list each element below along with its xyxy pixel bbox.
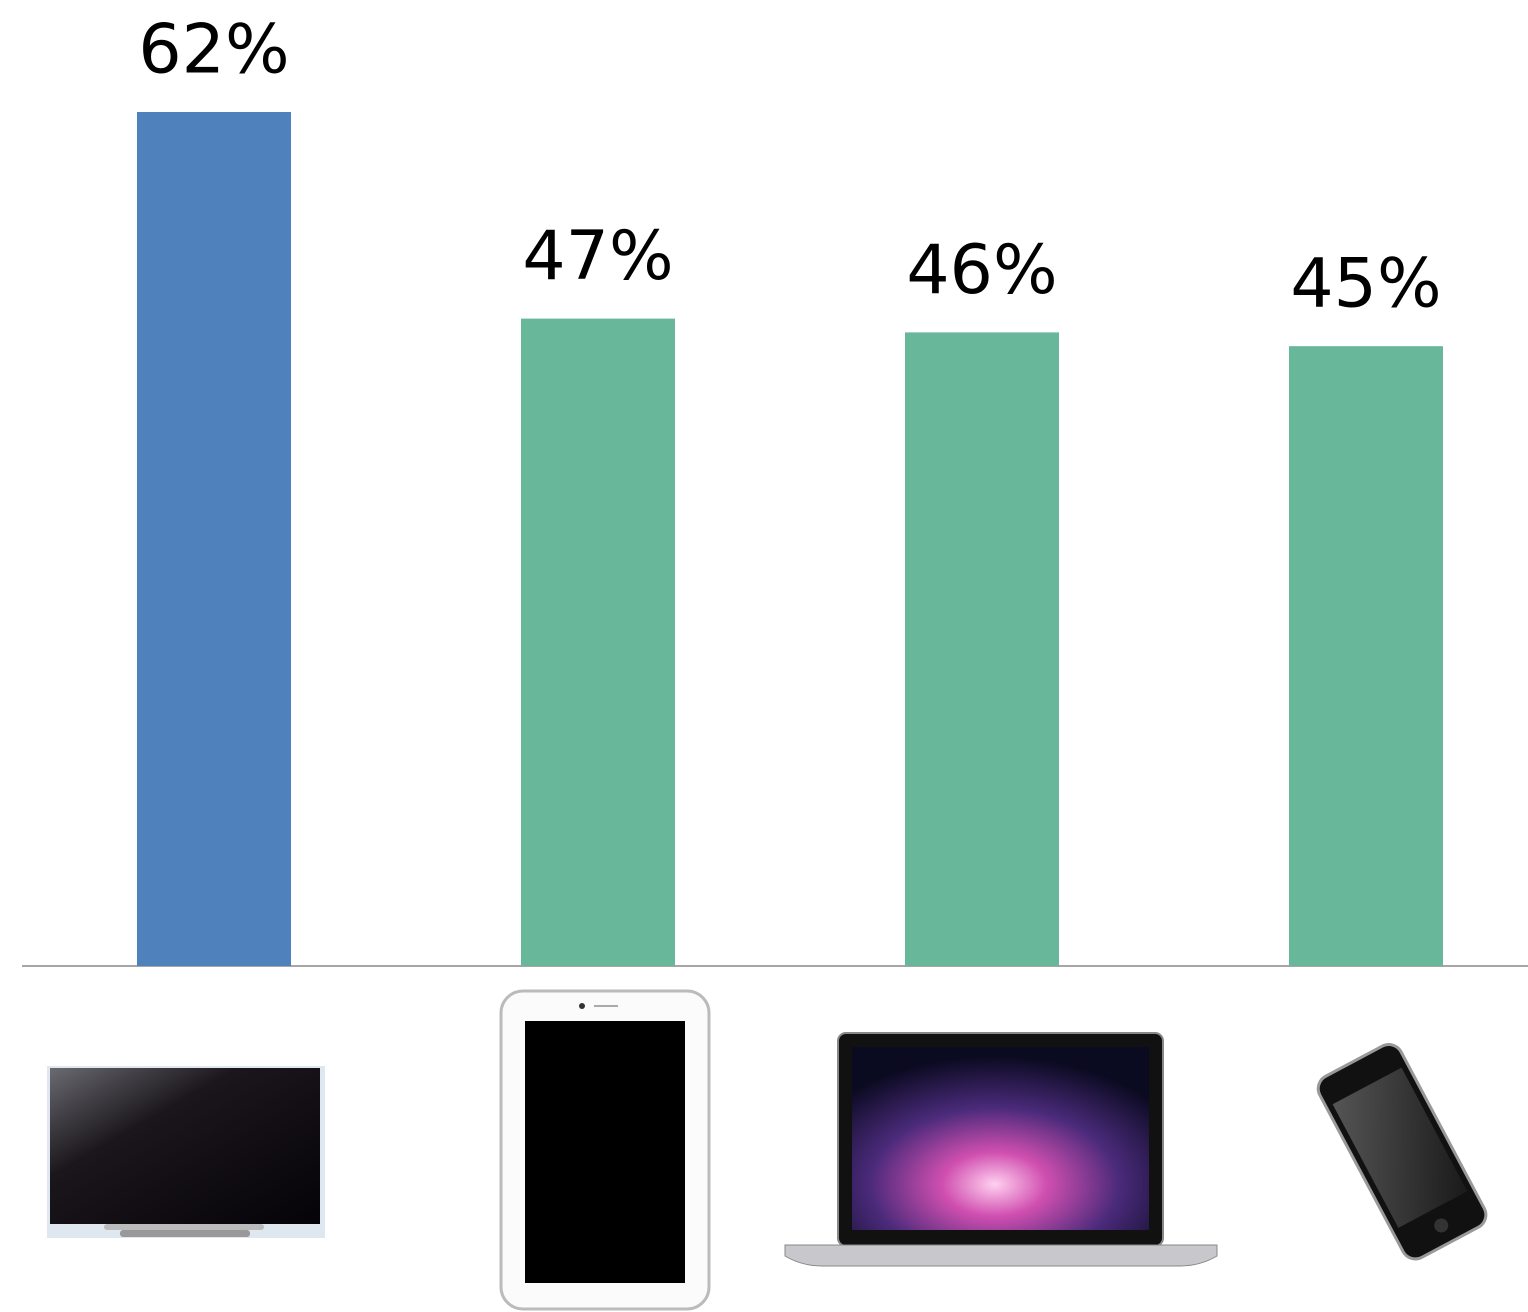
bar <box>137 112 291 966</box>
value-label: 45% <box>1290 245 1441 324</box>
laptop-icon <box>784 1032 1218 1267</box>
value-label: 62% <box>138 11 289 90</box>
tablet-icon <box>499 989 711 1311</box>
phone-icon <box>1316 1043 1488 1261</box>
tv-icon <box>47 1066 325 1238</box>
bar <box>521 318 675 966</box>
value-label: 46% <box>906 231 1057 310</box>
bar <box>905 332 1059 966</box>
bar <box>1289 346 1443 967</box>
value-label: 47% <box>522 217 673 296</box>
